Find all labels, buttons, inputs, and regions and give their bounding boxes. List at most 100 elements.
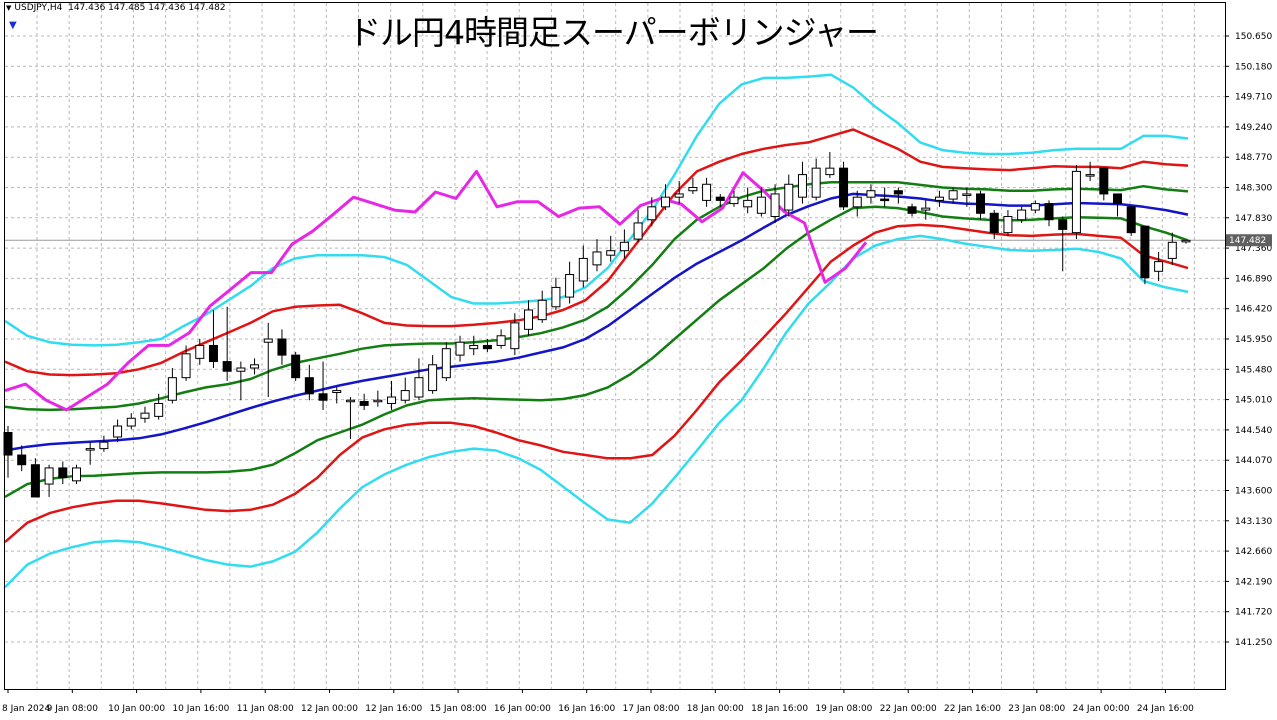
candle [797,161,807,204]
candle-body [1167,241,1177,259]
candle [1030,200,1040,214]
candle [1113,193,1123,217]
candle-body [318,393,328,401]
candle [962,187,972,207]
candle [606,235,616,262]
candle-body [770,193,780,218]
candle [181,345,191,381]
y-tick-label: 146.420 [1235,305,1272,315]
y-tick-label: 148.770 [1235,153,1272,163]
candle [30,458,40,498]
candle-body [332,390,342,394]
candle [825,152,835,178]
candle-body [222,361,232,372]
candle [195,339,205,365]
candle-body [195,344,205,359]
candle [126,413,136,430]
candle-body [113,425,123,438]
candle [1003,210,1013,236]
band-line-upper1 [4,181,1189,412]
candle [989,210,999,240]
candle [304,364,314,401]
candle [414,358,424,401]
candle-body [976,193,986,214]
y-tick-label: 149.710 [1235,93,1272,103]
candle [743,187,753,214]
candle [167,368,177,404]
x-tick-label: 11 Jan 08:00 [237,704,294,714]
candle-body [1071,170,1081,234]
band-line-lower3 [4,234,1189,589]
candle [524,300,534,336]
candle-body [291,354,301,379]
candle [756,187,766,217]
candle [729,190,739,207]
x-tick-label: 24 Jan 00:00 [1073,704,1130,714]
candle [113,419,123,443]
candle [510,313,520,356]
candle-body [948,190,958,200]
candle-body [414,377,424,398]
candle-body [660,196,670,208]
x-tick-label: 16 Jan 16:00 [558,704,615,714]
candle [250,358,260,375]
x-tick-label: 22 Jan 16:00 [944,704,1001,714]
candle [1181,239,1191,244]
candle-body [154,402,164,417]
x-tick-label: 10 Jan 16:00 [172,704,229,714]
candle-body [345,399,355,403]
candle-body [167,377,177,401]
candle [1058,216,1068,272]
candle [688,177,698,194]
y-tick-label: 149.240 [1235,123,1272,133]
candle-body [852,196,862,208]
candle [866,184,876,204]
candle [907,203,917,217]
candle-body [743,199,753,208]
candle-body [989,212,999,234]
candle-body [811,167,821,198]
y-tick-label: 145.010 [1235,396,1272,406]
candle [291,351,301,381]
candle [647,197,657,227]
candle-body [1140,225,1150,279]
candle-body [688,187,698,192]
band-line-upper3 [4,73,1189,347]
candle-body [455,341,465,356]
candle-body [893,190,903,195]
candle [44,464,54,497]
candle [660,184,670,211]
candle-body [400,390,410,401]
y-tick-label: 144.070 [1235,456,1272,466]
candle-body [921,207,931,211]
candle [551,277,561,310]
candle [400,377,410,404]
x-tick-label: 12 Jan 16:00 [365,704,422,714]
y-tick-label: 144.540 [1235,426,1272,436]
ohlc-values: 147.436 147.485 147.436 147.482 [68,3,226,13]
candle-body [1154,261,1164,272]
candle-body [537,299,547,321]
candle-body [578,257,588,282]
y-tick-label: 142.190 [1235,577,1272,587]
y-tick-label: 141.720 [1235,608,1272,618]
candle-body [250,364,260,369]
bollinger-bands [4,73,1189,589]
candle [236,361,246,401]
candle-body [277,338,287,356]
candle-body [469,344,479,350]
candle-body [934,196,944,201]
band-line-lower2 [4,223,1189,544]
candle-body [1181,239,1191,243]
candle [3,426,13,478]
candle [715,193,725,207]
candle-body [962,193,972,196]
x-tick-label: 24 Jan 16:00 [1137,704,1194,714]
y-tick-label: 143.130 [1235,517,1272,527]
candle-body [359,401,369,406]
candle-body [373,399,383,403]
candle-body [633,222,643,240]
candle-body [592,251,602,266]
x-tick-label: 19 Jan 08:00 [815,704,872,714]
